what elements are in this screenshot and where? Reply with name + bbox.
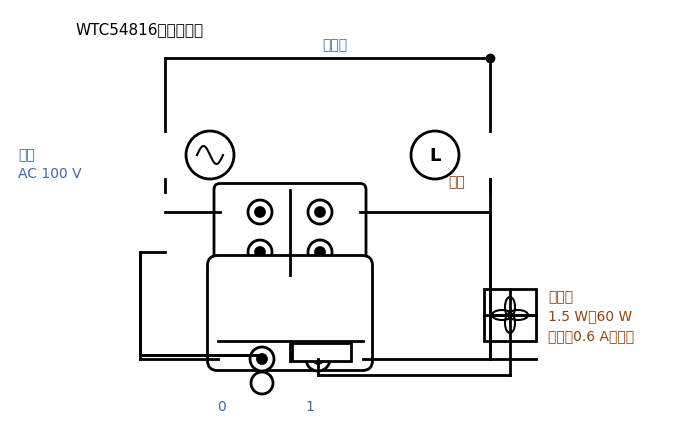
Text: 1: 1	[306, 400, 314, 414]
Text: 0: 0	[218, 400, 226, 414]
Circle shape	[256, 354, 267, 365]
Circle shape	[250, 347, 274, 371]
Circle shape	[411, 131, 459, 179]
Text: 接地側: 接地側	[323, 38, 348, 52]
Circle shape	[314, 206, 326, 217]
Bar	[484, 289, 536, 341]
Circle shape	[312, 354, 323, 365]
Circle shape	[255, 206, 265, 217]
Text: 電源
AC 100 V: 電源 AC 100 V	[18, 148, 82, 182]
Text: 照明: 照明	[448, 175, 465, 189]
Circle shape	[248, 240, 272, 264]
FancyBboxPatch shape	[207, 255, 372, 370]
Circle shape	[186, 131, 234, 179]
Bar	[292, 343, 351, 360]
FancyBboxPatch shape	[214, 183, 366, 280]
Circle shape	[255, 247, 265, 258]
Circle shape	[251, 372, 273, 394]
Circle shape	[308, 240, 332, 264]
Circle shape	[314, 247, 326, 258]
Circle shape	[248, 200, 272, 224]
Circle shape	[306, 347, 330, 371]
Circle shape	[308, 200, 332, 224]
Text: 換気扇
1.5 W～60 W
（最大0.6 Aまで）: 換気扇 1.5 W～60 W （最大0.6 Aまで）	[548, 290, 634, 343]
Text: WTC54816の配線方法: WTC54816の配線方法	[75, 22, 203, 37]
Text: L: L	[429, 147, 441, 165]
